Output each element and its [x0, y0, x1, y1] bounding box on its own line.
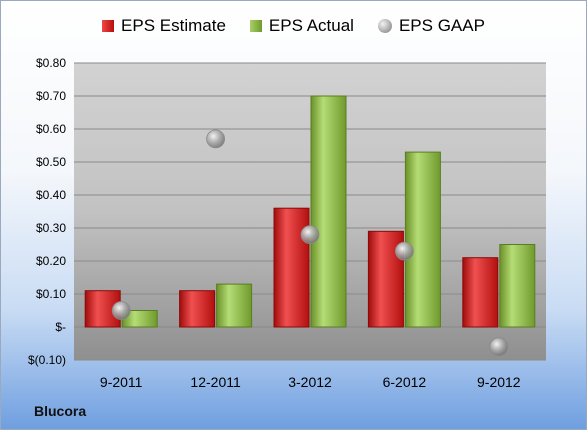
legend-swatch-gaap — [377, 19, 392, 33]
gaap-point — [489, 337, 509, 357]
estimate-bar — [462, 257, 499, 328]
legend-item-gaap: EPS GAAP — [377, 16, 485, 36]
y-tick-label: $0.70 — [36, 89, 66, 103]
legend: EPS Estimate EPS Actual EPS GAAP — [1, 16, 586, 36]
actual-bar — [499, 244, 536, 328]
company-name: Blucora — [34, 403, 87, 419]
gaap-point — [111, 301, 131, 320]
x-tick-label: 12-2011 — [190, 374, 241, 390]
y-tick-label: $0.30 — [36, 221, 66, 235]
gaap-point — [394, 241, 414, 261]
x-tick-label: 9-2011 — [100, 374, 143, 390]
x-axis-labels: 9-2011 12-2011 3-2012 6-2012 9-2012 — [100, 374, 521, 390]
actual-bar — [310, 95, 347, 328]
gaap-point — [300, 225, 320, 245]
legend-label-actual: EPS Actual — [268, 16, 354, 35]
gaap-points — [111, 129, 509, 357]
x-tick-label: 6-2012 — [383, 374, 427, 390]
y-tick-label: $- — [55, 320, 66, 334]
y-tick-label: $0.10 — [36, 287, 66, 301]
legend-label-estimate: EPS Estimate — [121, 16, 226, 35]
legend-swatch-actual — [249, 20, 262, 32]
y-tick-label: $0.60 — [36, 122, 66, 136]
legend-label-gaap: EPS GAAP — [398, 16, 485, 35]
y-axis-labels: $0.80 $0.70 $0.60 $0.50 $0.40 $0.30 $0.20 $0.10… — [28, 56, 66, 367]
y-tick-label: $0.20 — [36, 254, 66, 268]
y-tick-label: $0.50 — [36, 155, 66, 169]
legend-item-estimate: EPS Estimate — [102, 16, 226, 36]
bars — [84, 95, 536, 328]
actual-bar — [404, 151, 441, 328]
gaap-point — [206, 129, 226, 149]
y-tick-label: $(0.10) — [28, 353, 66, 367]
actual-bar — [216, 283, 253, 328]
y-tick-label: $0.40 — [36, 188, 66, 202]
legend-item-actual: EPS Actual — [249, 16, 354, 36]
estimate-bar — [179, 290, 216, 328]
x-tick-label: 9-2012 — [477, 374, 521, 390]
y-tick-label: $0.80 — [36, 56, 66, 70]
x-tick-label: 3-2012 — [288, 374, 332, 390]
legend-swatch-estimate — [102, 20, 115, 32]
estimate-bar — [273, 207, 310, 328]
